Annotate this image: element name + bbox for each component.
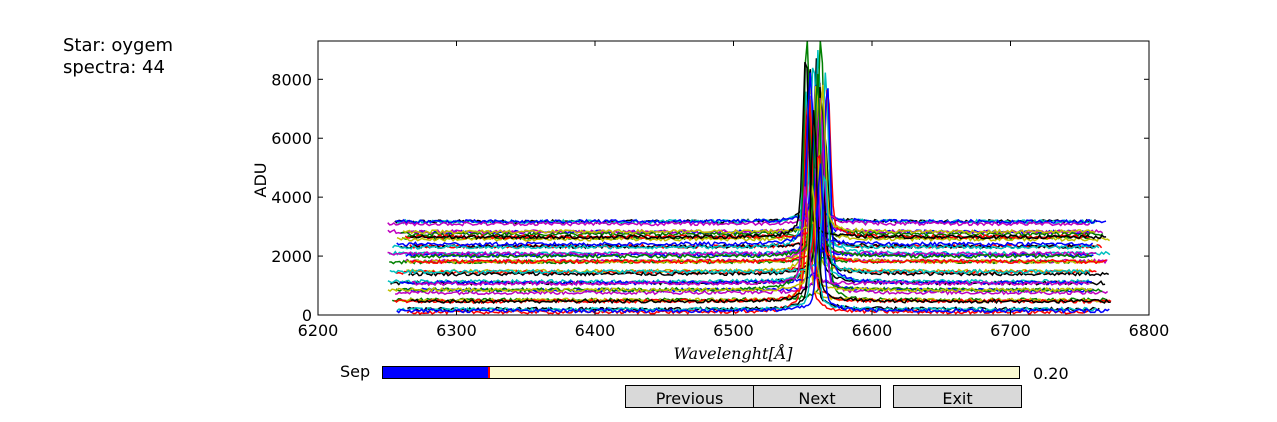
x-axis-label: Wavelenght[Å] [673,343,793,363]
y-tick-label: 6000 [271,129,312,148]
spectrum-line [389,73,1110,256]
y-tick-label: 0 [302,306,312,325]
y-tick-label: 4000 [271,188,312,207]
spectra-count: spectra: 44 [63,57,173,79]
spectrum-line [402,103,1090,239]
x-tick-label: 6500 [713,321,754,340]
spectrum-line [390,178,1090,274]
spectrum-line [391,58,1106,284]
x-tick-label: 6600 [852,321,893,340]
star-info: Star: oygem spectra: 44 [63,35,173,79]
x-tick-label: 6400 [575,321,616,340]
y-tick-label: 2000 [271,247,312,266]
x-tick-label: 6300 [436,321,477,340]
x-tick-label: 6700 [990,321,1031,340]
exit-button[interactable]: Exit [893,385,1022,408]
y-axis-label: ADU [251,163,270,198]
spectrum-line [406,152,1094,257]
previous-button[interactable]: Previous [625,385,754,408]
spectrum-line [405,90,1089,239]
sep-slider[interactable] [382,366,1020,379]
spectrum-line [388,111,1103,233]
sep-slider-fill [383,367,489,378]
spectrum-line [388,98,1090,226]
star-name: Star: oygem [63,35,173,57]
spectrum-line [395,69,1097,223]
sep-slider-label: Sep [340,362,370,381]
spectrum-line [403,85,1095,234]
sep-slider-marker[interactable] [488,367,490,378]
spectrum-line [412,122,1093,233]
spectrum-line [401,41,1103,236]
x-tick-label: 6800 [1129,321,1170,340]
spectrum-line [410,62,1106,239]
spectrum-line [395,85,1106,224]
spectrum-line [397,140,1110,241]
spectrum-line [392,153,1107,301]
sep-slider-value: 0.20 [1033,364,1069,383]
y-tick-label: 8000 [271,70,312,89]
series-layer [388,41,1112,314]
spectrum-line [397,68,1095,224]
spectrum-line [388,50,1090,283]
ticks-layer: 6200 6300 6400 6500 6600 6700 6800020004000600… [271,41,1169,340]
next-button[interactable]: Next [753,385,881,408]
